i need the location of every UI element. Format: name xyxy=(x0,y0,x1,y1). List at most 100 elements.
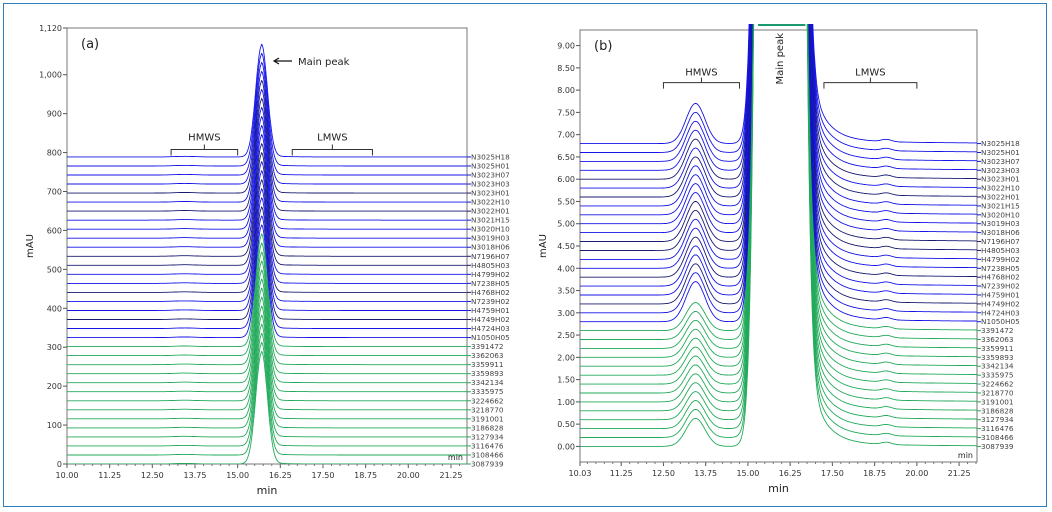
trace-3335975 xyxy=(67,278,467,393)
y-tick-label: 3.00 xyxy=(557,309,575,318)
trace-N7239H02 xyxy=(580,24,977,287)
y-tick-label: 1,000 xyxy=(39,71,62,80)
y-tick-label: 9.00 xyxy=(557,42,575,51)
x-tick-label: 16.25 xyxy=(779,469,802,478)
lmws-bracket xyxy=(823,77,918,89)
trace-N1050H05 xyxy=(580,24,977,323)
legend-label: H4768H02 xyxy=(471,288,510,297)
x-tick-label: 21.25 xyxy=(948,469,971,478)
legend-label: H4724H03 xyxy=(981,308,1020,317)
trace-3359893 xyxy=(67,260,467,375)
legend-label: N3020H10 xyxy=(981,210,1020,219)
x-unit-label: min xyxy=(958,451,973,460)
trace-3362063 xyxy=(67,242,467,357)
y-tick-label: 3.50 xyxy=(557,287,575,296)
trace-3359911 xyxy=(580,24,977,349)
trace-3116476 xyxy=(580,24,977,430)
x-tick-label: 20.00 xyxy=(397,471,420,480)
legend-label: 3218770 xyxy=(471,405,504,414)
x-tick-label: 13.75 xyxy=(184,471,207,480)
trace-N3022H01 xyxy=(67,97,467,212)
trace-N3025H01 xyxy=(580,24,977,153)
legend-label: N3021H15 xyxy=(471,216,510,225)
legend-label: N7196H07 xyxy=(981,237,1020,246)
x-tick-label: 21.25 xyxy=(440,471,463,480)
legend-label: 3224662 xyxy=(471,396,504,405)
x-axis-label: min xyxy=(768,482,789,495)
x-tick-label: 15.00 xyxy=(736,469,759,478)
trace-H4749H02 xyxy=(67,206,467,320)
trace-3116476 xyxy=(67,332,467,447)
x-tick-label: 13.75 xyxy=(694,469,717,478)
legend-label: N3025H18 xyxy=(981,139,1020,148)
legend-label: 3359893 xyxy=(981,353,1014,362)
hmws-label: HMWS xyxy=(188,133,220,144)
x-tick-label: 17.50 xyxy=(821,469,844,478)
legend-label: 3359911 xyxy=(471,360,504,369)
trace-3391472 xyxy=(580,24,977,332)
trace-H4724H03 xyxy=(580,24,977,314)
traces xyxy=(67,43,467,464)
trace-N3022H01 xyxy=(580,24,977,198)
trace-N7238H05 xyxy=(67,170,467,284)
x-tick-label: 10.00 xyxy=(56,471,79,480)
trace-3359893 xyxy=(580,24,977,358)
trace-N3025H01 xyxy=(67,52,467,167)
x-tick-label: 11.25 xyxy=(98,471,121,480)
trace-H4799H02 xyxy=(580,24,977,260)
panel-label: (b) xyxy=(594,39,612,54)
trace-N3021H15 xyxy=(67,106,467,221)
legend-label: 3127934 xyxy=(471,432,504,441)
legend-label: 3362063 xyxy=(471,351,504,360)
legend-label: N3019H03 xyxy=(471,234,510,243)
main-peak-label: Main peak xyxy=(298,57,350,68)
trace-3087939 xyxy=(580,24,977,447)
x-tick-label: 15.00 xyxy=(226,471,249,480)
y-tick-label: 700 xyxy=(47,188,62,197)
trace-N3019H03 xyxy=(67,124,467,239)
legend-label: 3362063 xyxy=(981,335,1014,344)
trace-N3018H06 xyxy=(580,24,977,234)
trace-N3023H03 xyxy=(580,24,977,171)
trace-N7196H07 xyxy=(67,142,467,257)
lmws-bracket xyxy=(291,144,373,156)
legend-label: N3023H03 xyxy=(471,180,510,189)
trace-3127934 xyxy=(67,323,467,438)
y-tick-label: 600 xyxy=(47,226,62,235)
y-tick-label: 8.00 xyxy=(557,86,575,95)
trace-3127934 xyxy=(580,24,977,421)
legend-label: N3020H10 xyxy=(471,225,510,234)
y-tick-label: 200 xyxy=(47,382,62,391)
y-tick-label: 500 xyxy=(47,265,62,274)
trace-N3023H03 xyxy=(67,70,467,185)
x-tick-label: 11.25 xyxy=(610,469,633,478)
y-tick-label: 1.00 xyxy=(557,398,575,407)
y-tick-label: 0.00 xyxy=(557,442,575,451)
y-tick-label: 4.50 xyxy=(557,242,575,251)
trace-3191001 xyxy=(67,305,467,420)
legend-label: 3191001 xyxy=(981,397,1014,406)
legend-label: 3127934 xyxy=(981,415,1014,424)
trace-N3022H10 xyxy=(67,88,467,203)
trace-N3019H03 xyxy=(580,24,977,225)
trace-N1050H05 xyxy=(67,224,467,339)
legend-label: N3018H06 xyxy=(471,243,510,252)
y-tick-label: 1,120 xyxy=(39,24,62,33)
y-tick-label: 800 xyxy=(47,149,62,158)
legend-label: 3116476 xyxy=(981,424,1014,433)
trace-N3025H18 xyxy=(67,43,467,158)
legend-label: 3359893 xyxy=(471,369,504,378)
trace-N3022H10 xyxy=(580,24,977,189)
main-peak-label: Main peak xyxy=(775,33,786,85)
legend-label: H4759H01 xyxy=(981,290,1020,299)
legend-label: N3022H01 xyxy=(471,207,510,216)
legend-label: N3022H10 xyxy=(471,198,510,207)
trace-H4768H02 xyxy=(580,24,977,278)
legend-label: N3023H07 xyxy=(981,157,1020,166)
y-tick-label: 0.50 xyxy=(557,420,575,429)
y-tick-label: 2.00 xyxy=(557,353,575,362)
trace-H4759H01 xyxy=(67,197,467,311)
lmws-label: LMWS xyxy=(317,133,347,144)
trace-N3023H07 xyxy=(67,61,467,176)
trace-N3023H01 xyxy=(580,24,977,180)
